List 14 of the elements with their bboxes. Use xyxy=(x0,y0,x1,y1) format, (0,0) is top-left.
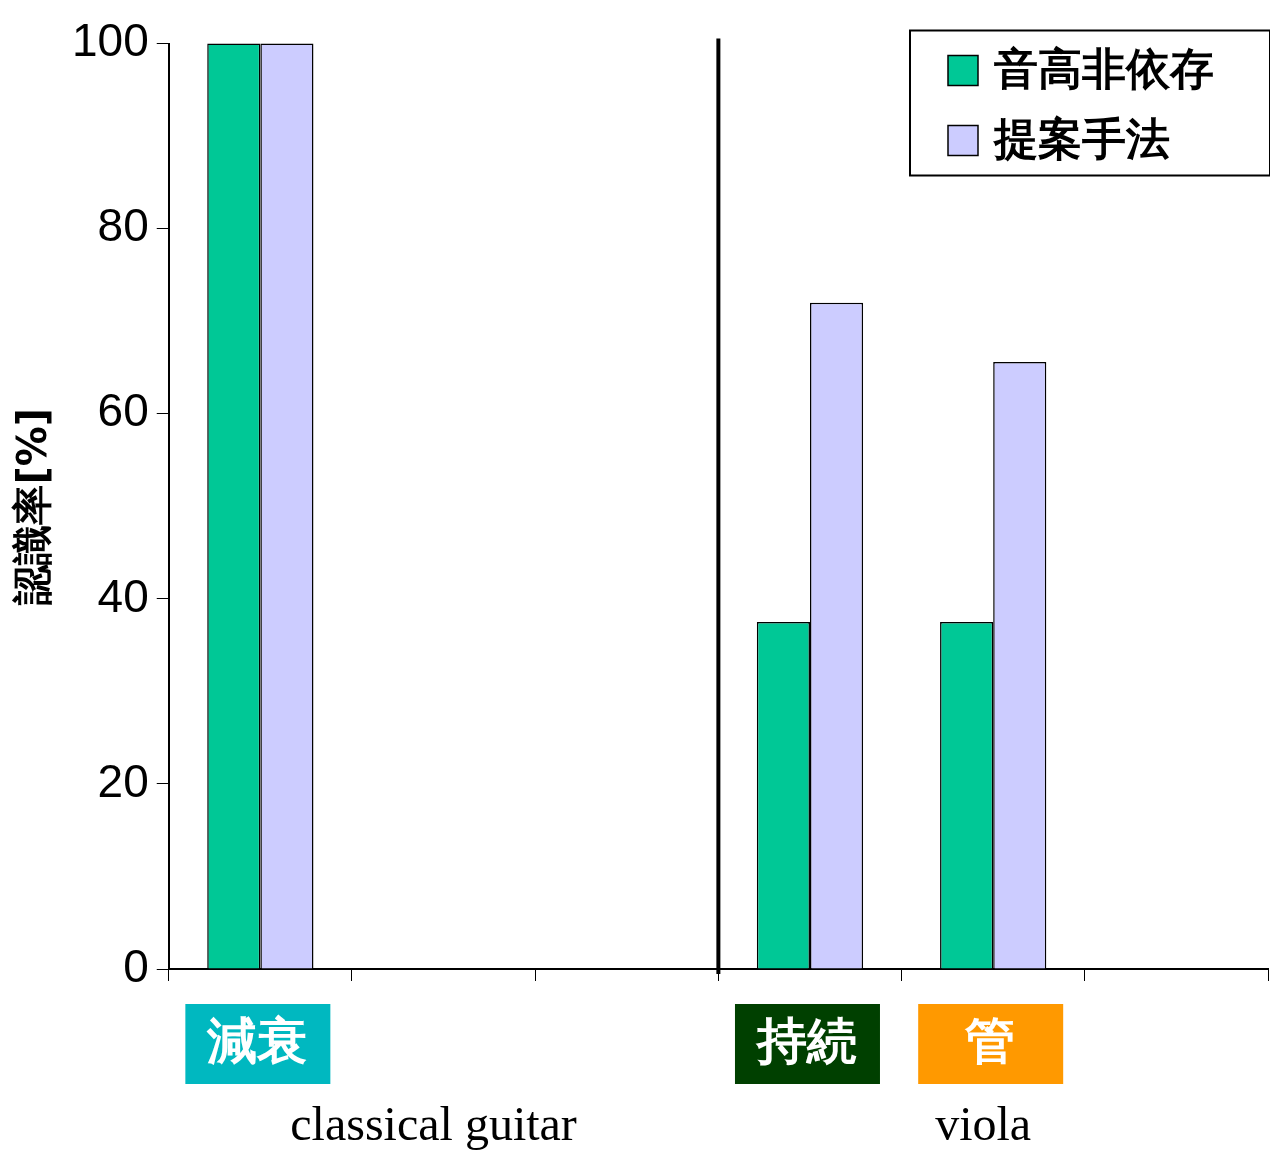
y-tick-label: 60 xyxy=(97,384,149,437)
y-tick-label: 0 xyxy=(123,939,149,992)
y-axis-title: 認識率[%] xyxy=(9,407,56,606)
x-tick-label: 管 xyxy=(964,1011,1016,1070)
x-tick-label: 持続 xyxy=(754,1011,857,1070)
y-tick-label: 80 xyxy=(97,199,149,252)
legend-label: 提案手法 xyxy=(992,113,1170,165)
x-tick-label: 減衰 xyxy=(206,1011,308,1070)
y-tick-label: 20 xyxy=(97,754,149,807)
legend-label: 音高非依存 xyxy=(994,43,1214,95)
text: viola xyxy=(935,1096,1032,1150)
y-tick-label: 40 xyxy=(97,569,149,622)
y-tick-label: 100 xyxy=(72,14,149,67)
text: classical guitar xyxy=(290,1096,577,1150)
